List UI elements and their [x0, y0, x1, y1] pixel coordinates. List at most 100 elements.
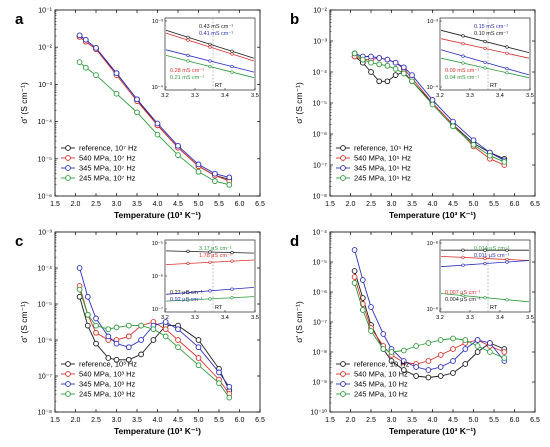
data-point [392, 59, 399, 66]
data-point [154, 120, 161, 127]
data-point [212, 170, 218, 177]
data-point [384, 78, 391, 85]
x-axis-label: Temperature (10³ K⁻¹) [114, 210, 201, 220]
inset-marker [505, 260, 509, 264]
x-tick-label: 5.0 [469, 201, 479, 208]
data-point [138, 322, 144, 329]
legend-marker [65, 371, 71, 377]
y-tick-label: 10⁻⁹ [313, 380, 327, 387]
legend-marker [340, 381, 346, 387]
data-point [125, 344, 132, 351]
inset-marker [230, 296, 234, 300]
inset-value-label: 0.011 μS cm⁻¹ [474, 253, 509, 259]
data-point [134, 109, 140, 116]
legend-label: 540 MPa, 10⁷ Hz [79, 154, 136, 163]
legend-label: 345 MPa, 10⁷ Hz [79, 164, 136, 173]
y-tick-label: 10⁻⁶ [313, 132, 327, 139]
inset-y-tick-label: 10⁻⁶ [152, 273, 163, 280]
inset-marker [186, 249, 190, 253]
inset-marker [461, 294, 465, 298]
inset-marker [208, 289, 212, 293]
x-tick-label: 4.5 [173, 201, 183, 208]
x-tick-label: 4.0 [153, 417, 163, 424]
data-point [437, 352, 444, 358]
data-point [400, 64, 407, 71]
data-point [501, 159, 508, 165]
legend-label: reference, 10⁵ Hz [354, 144, 413, 153]
panel-d: d 1.5 2.0 2.5 3.0 3.5 4.0 4.5 5.0 5.5 6.0 6.5 10⁻¹⁰ 1… [290, 230, 540, 437]
y-axis-label: σ' (S cm⁻¹) [294, 301, 304, 343]
data-point [487, 340, 493, 346]
x-tick-label: 5.5 [214, 417, 224, 424]
inset-y-tick-label: 10⁻⁷ [152, 306, 163, 313]
y-axis-label: σ' (S cm⁻¹) [19, 301, 29, 343]
inset-value-label: 0.28 mS cm⁻¹ [170, 68, 204, 74]
inset-marker [208, 260, 212, 264]
data-point [113, 356, 120, 363]
data-point [462, 346, 469, 352]
inset-marker [461, 263, 465, 267]
inset-value-label: 0.007 μS cm⁻¹ [445, 290, 481, 296]
data-point [216, 380, 222, 387]
data-point [150, 337, 157, 343]
legend-label: 245 MPa, 10 Hz [354, 390, 408, 399]
data-point [175, 142, 181, 149]
legend-label: 345 MPa, 10 Hz [354, 380, 408, 389]
inset-marker [483, 39, 487, 44]
legend-label: 345 MPa, 10³ Hz [79, 380, 136, 389]
legend-label: reference, 10⁷ Hz [79, 144, 137, 153]
data-point [462, 361, 469, 367]
inset-value-label: 0.15 mS cm⁻¹ [474, 24, 508, 30]
inset-y-tick-label: 10⁻⁴ [427, 84, 439, 91]
legend-label: 540 MPa, 10³ Hz [79, 370, 136, 379]
data-point [195, 355, 202, 361]
inset-marker [461, 248, 465, 252]
data-point [380, 331, 387, 337]
data-point [113, 70, 120, 77]
data-point [392, 66, 399, 72]
inset-marker [461, 41, 465, 46]
data-point [388, 358, 395, 364]
data-point [368, 304, 374, 310]
y-tick-label: 10⁻⁶ [38, 338, 52, 345]
x-tick-label: 6.5 [255, 201, 265, 208]
inset-marker [483, 296, 487, 300]
x-tick-label: 4.0 [153, 201, 163, 208]
y-tick-label: 10⁻⁸ [38, 410, 52, 417]
y-tick-label: 10⁻⁴ [38, 266, 53, 273]
data-point [138, 337, 144, 343]
x-tick-label: 4.5 [448, 417, 458, 424]
legend-marker [340, 175, 346, 181]
inset-x-tick-label: 3.2 [436, 93, 444, 99]
rt-label: RT [490, 83, 498, 89]
data-point [76, 286, 83, 293]
inset-marker [208, 250, 212, 254]
x-axis-label: Temperature (10³ K⁻¹) [114, 426, 201, 436]
inset-marker [230, 259, 234, 263]
panel-letter: b [290, 11, 299, 28]
inset-marker [186, 35, 190, 39]
x-tick-label: 6.5 [530, 201, 540, 208]
inset-marker [230, 64, 234, 69]
data-point [470, 137, 477, 144]
data-point [113, 340, 120, 347]
inset-y-tick-label: 10⁻⁹ [427, 306, 438, 313]
x-tick-label: 6.0 [235, 201, 245, 208]
x-tick-label: 3.0 [387, 201, 397, 208]
inset-marker [505, 66, 509, 71]
inset-x-tick-label: 3.4 [221, 93, 229, 99]
inset-marker [483, 60, 487, 64]
inset-value-label: 0.43 mS cm⁻¹ [199, 24, 233, 30]
data-point [93, 329, 99, 336]
inset-value-label: 1.78 μS cm⁻¹ [199, 253, 232, 259]
inset-marker [208, 45, 212, 49]
inset-x-tick-label: 3.3 [191, 93, 199, 99]
data-point [388, 349, 395, 355]
data-point [409, 72, 415, 78]
data-point [437, 364, 444, 370]
legend-label: 245 MPa, 10³ Hz [79, 390, 136, 399]
legend-marker [65, 165, 71, 171]
y-axis-label: σ' (S cm⁻¹) [294, 82, 304, 124]
data-point [368, 59, 374, 66]
legend-marker [65, 175, 71, 181]
